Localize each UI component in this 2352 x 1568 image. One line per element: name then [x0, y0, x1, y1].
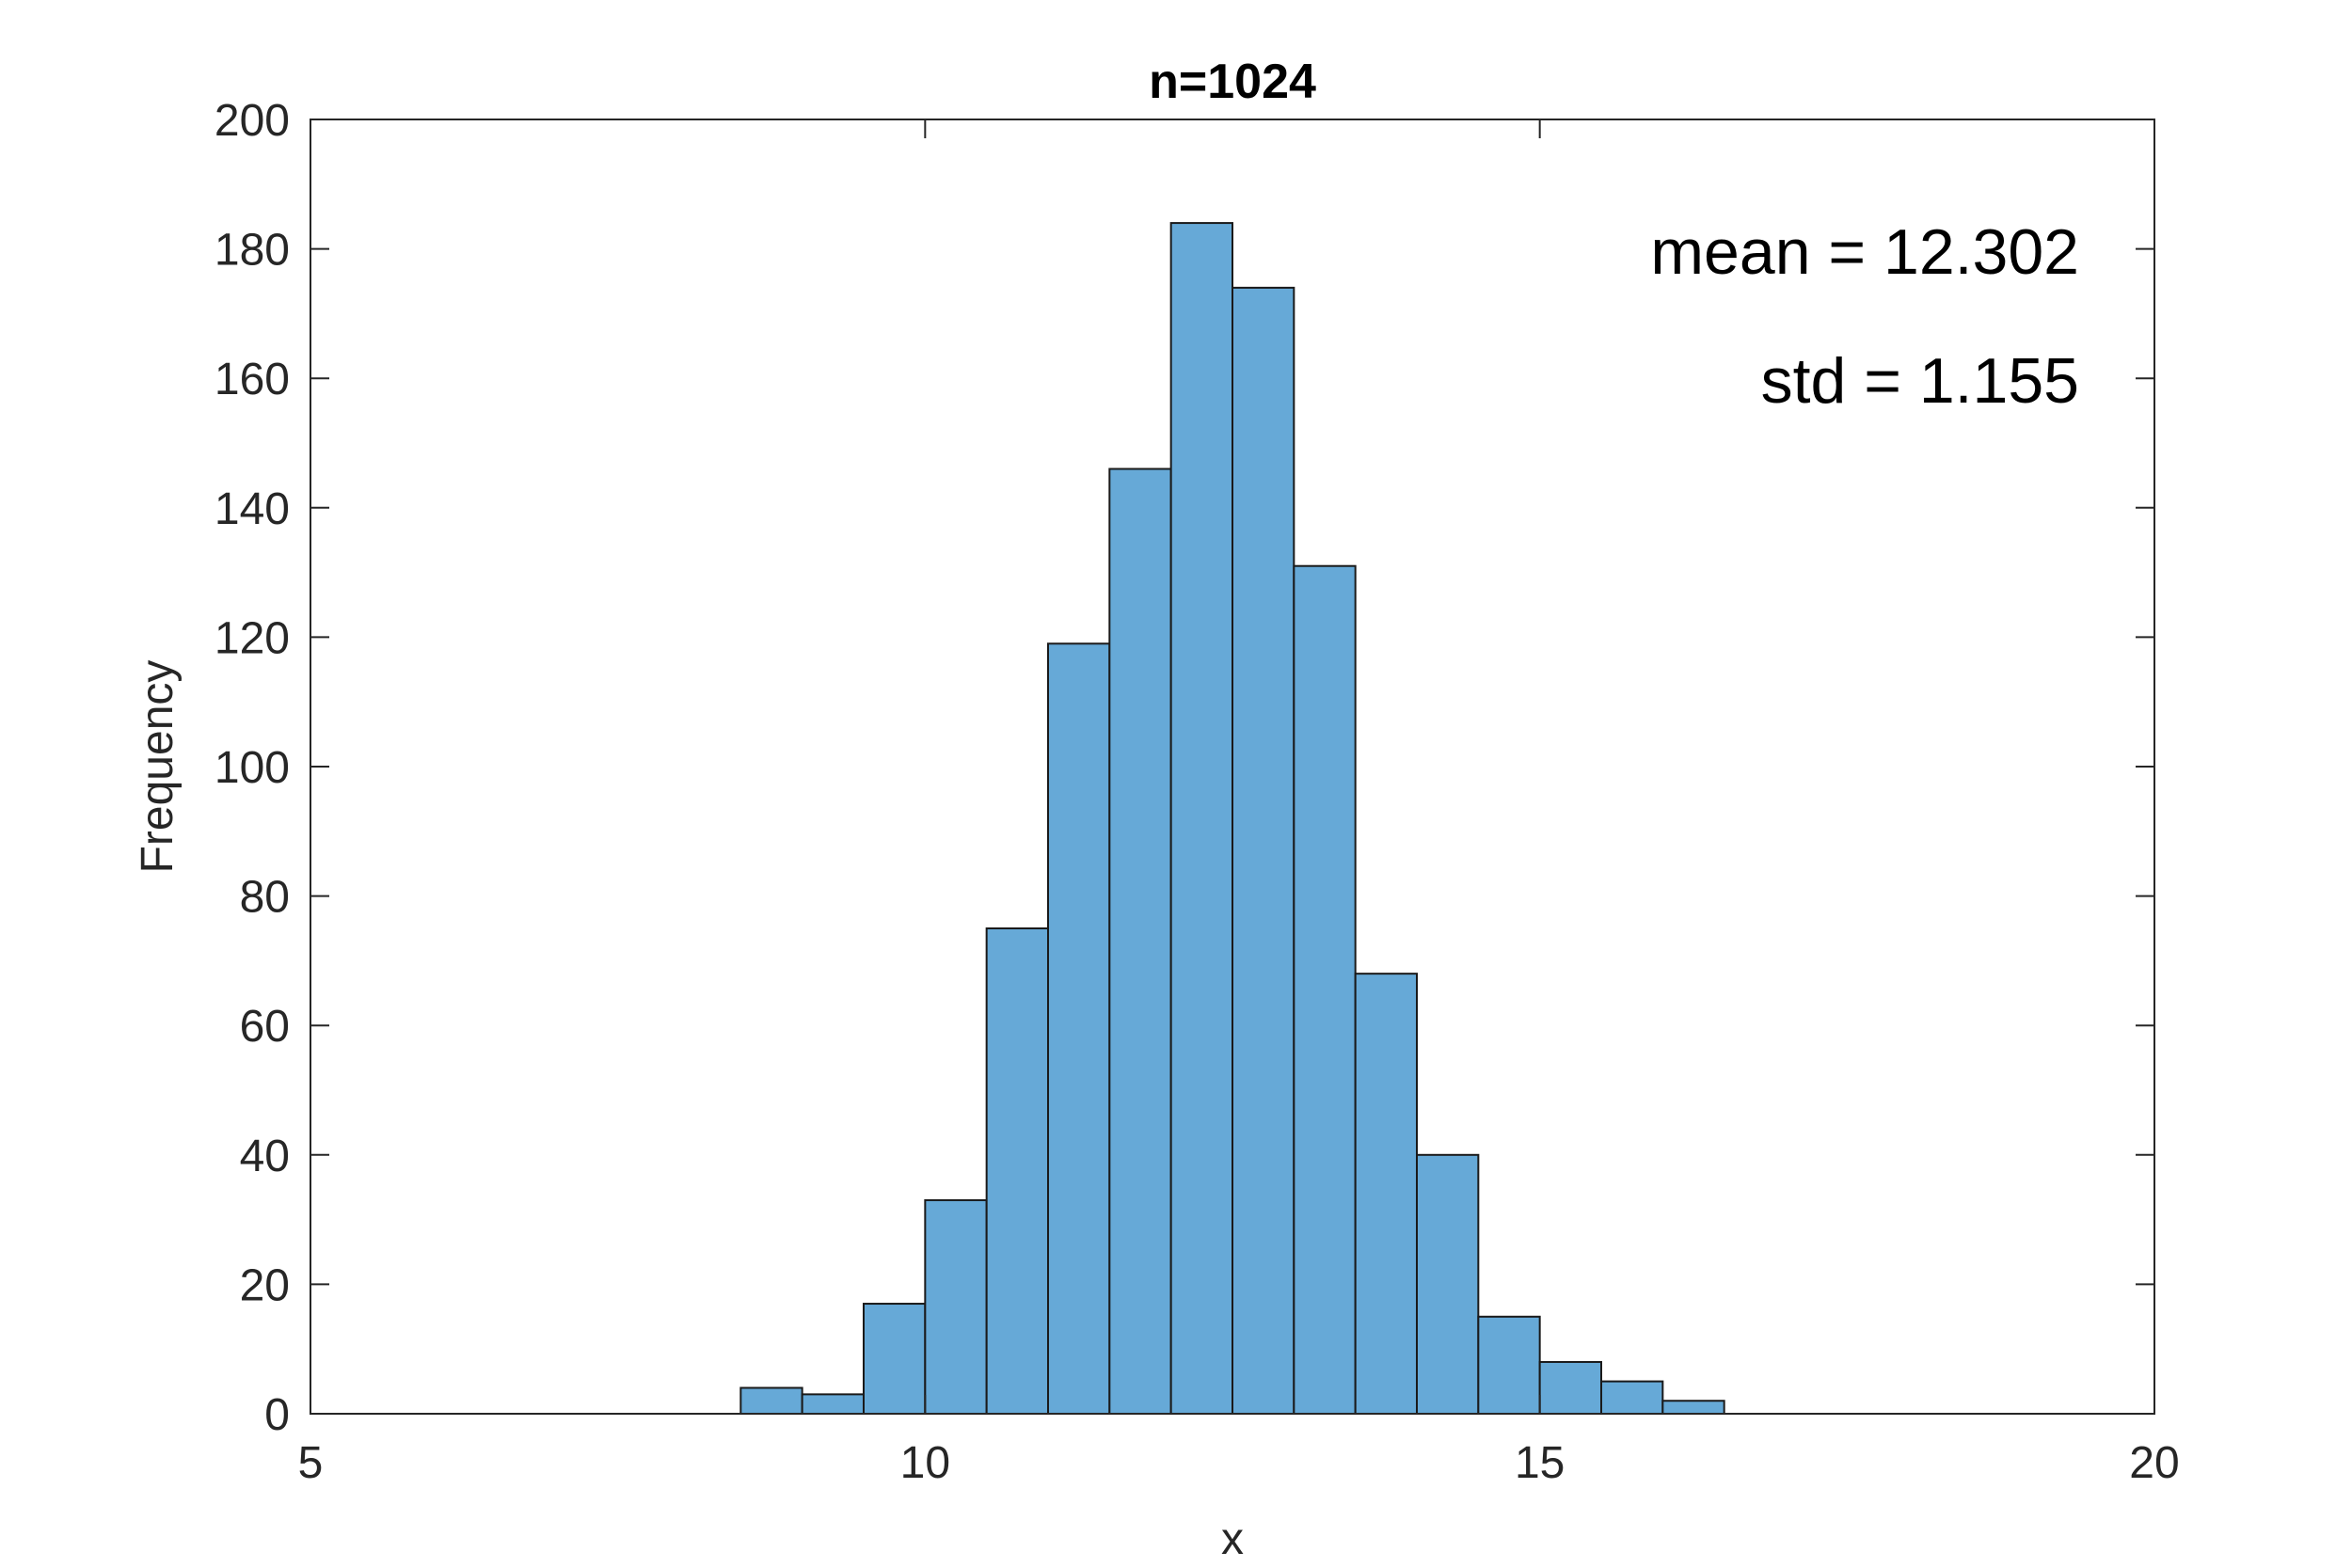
x-tick-label-3: 20	[2129, 1438, 2179, 1488]
x-tick-label-0: 5	[298, 1438, 324, 1488]
y-tick-label-6: 120	[215, 613, 290, 663]
y-tick-label-10: 200	[215, 96, 290, 146]
y-tick-label-5: 100	[215, 743, 290, 793]
y-tick-label-1: 20	[240, 1260, 290, 1310]
std-annotation: std = 1.155	[1761, 345, 2079, 417]
axis-ticks	[310, 119, 2155, 1415]
y-axis-label: Frequency	[133, 660, 183, 874]
y-tick-label-7: 140	[215, 484, 290, 534]
histogram-bar-9	[1293, 564, 1357, 1415]
y-tick-label-4: 80	[240, 873, 290, 923]
chart-title: n=1024	[1149, 55, 1316, 109]
y-tick-label-8: 160	[215, 355, 290, 404]
histogram-bar-10	[1354, 973, 1418, 1416]
histogram-bar-5	[1047, 642, 1111, 1415]
histogram-bar-3	[924, 1198, 988, 1415]
x-tick-label-2: 15	[1515, 1438, 1565, 1488]
histogram-bar-12	[1477, 1315, 1541, 1416]
x-tick-label-1: 10	[900, 1438, 950, 1488]
y-tick-label-9: 180	[215, 226, 290, 276]
histogram-bar-13	[1538, 1360, 1602, 1415]
y-tick-label-3: 60	[240, 1002, 290, 1052]
histogram-bar-0	[739, 1386, 803, 1415]
histogram-bar-1	[801, 1393, 866, 1415]
histogram-bar-11	[1416, 1153, 1480, 1416]
histogram-bar-6	[1108, 467, 1172, 1415]
histogram-bar-8	[1232, 286, 1295, 1415]
x-axis-label: x	[1221, 1514, 1244, 1564]
y-tick-label-0: 0	[264, 1390, 290, 1440]
histogram-bar-2	[863, 1303, 927, 1416]
histogram-bar-15	[1661, 1400, 1725, 1415]
histogram-bar-4	[985, 927, 1049, 1415]
mean-annotation: mean = 12.302	[1650, 216, 2079, 288]
histogram-bar-7	[1169, 222, 1233, 1416]
histogram-bars	[739, 222, 1725, 1416]
y-tick-label-2: 40	[240, 1132, 290, 1181]
histogram-bar-14	[1600, 1380, 1664, 1415]
